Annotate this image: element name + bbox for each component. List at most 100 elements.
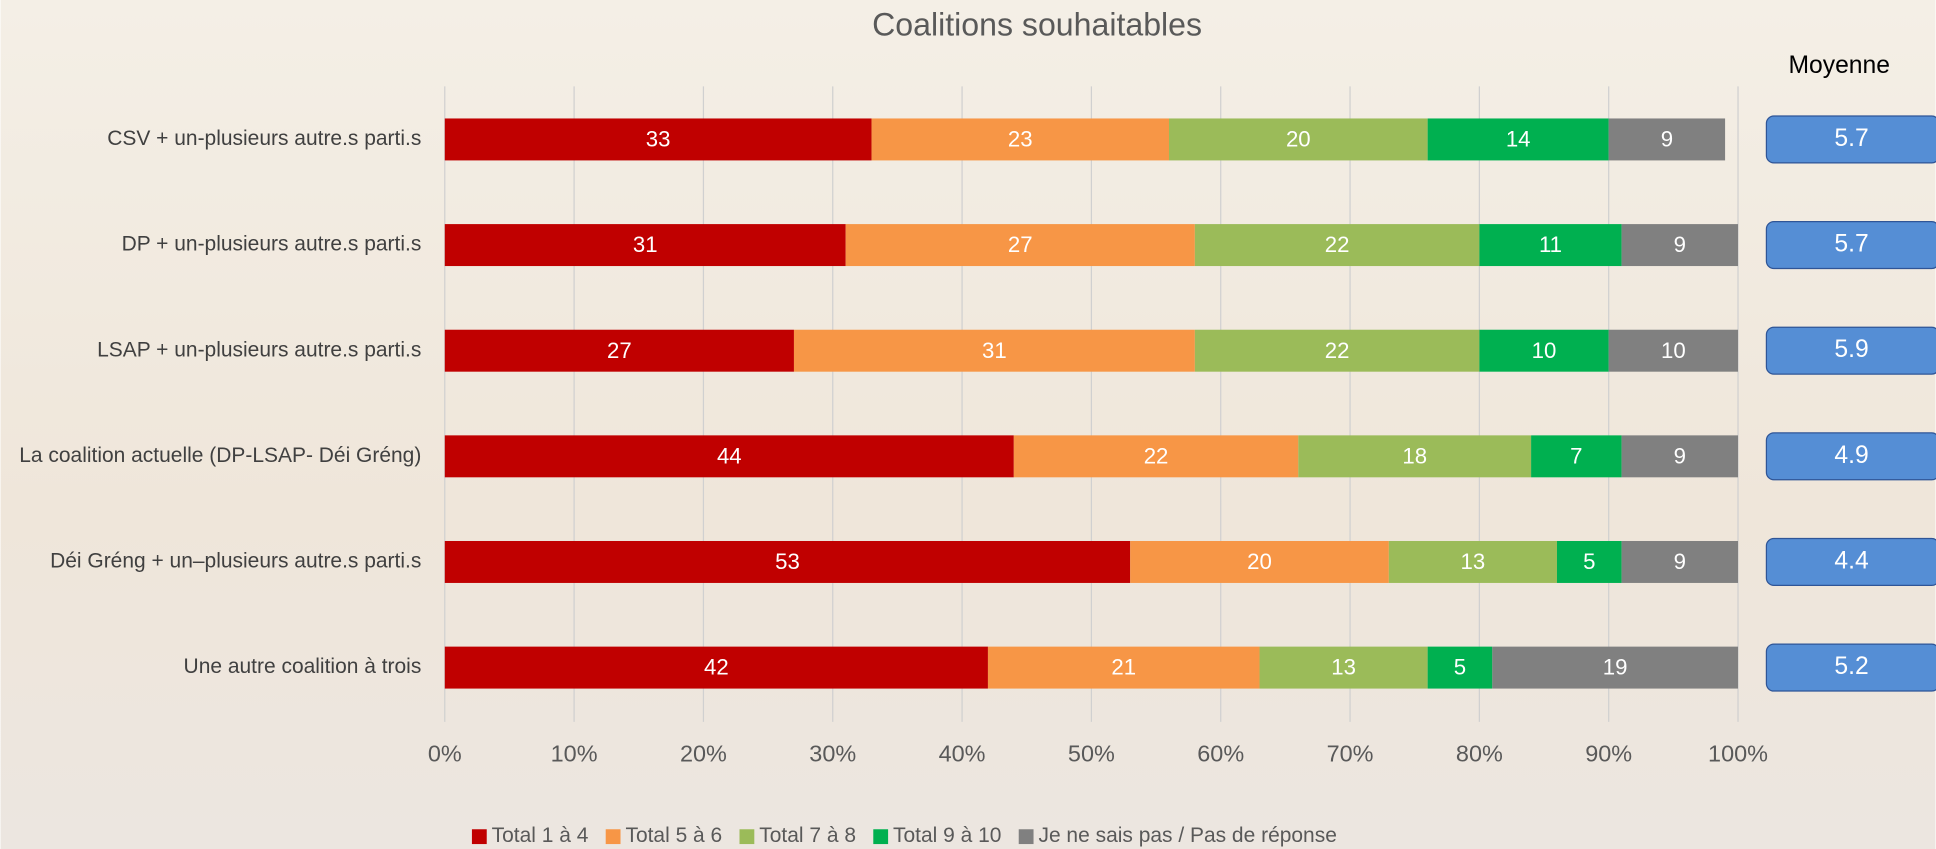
bar-segment [1427, 646, 1493, 689]
x-tick-label: 20% [680, 740, 727, 766]
bar-segment [1479, 329, 1609, 372]
side-value: 5.2 [1834, 653, 1868, 680]
data-label: 44 [717, 443, 742, 468]
data-label: 20 [1247, 549, 1272, 574]
bar-segment [444, 646, 988, 689]
data-label: 22 [1144, 443, 1169, 468]
bar-segment [845, 224, 1195, 267]
bar-segment [1388, 540, 1557, 583]
x-tick-label: 90% [1585, 740, 1632, 766]
side-box [1765, 221, 1936, 270]
x-tick-label: 10% [551, 740, 598, 766]
bar-segment [444, 224, 846, 267]
side-box [1765, 115, 1936, 164]
legend-label: Total 5 à 6 [625, 824, 722, 847]
data-label: 5 [1454, 655, 1466, 680]
data-label: 19 [1603, 655, 1628, 680]
legend-label: Total 1 à 4 [492, 824, 589, 847]
data-label: 31 [982, 338, 1007, 363]
bar-segment [987, 646, 1260, 689]
bar-segment [1013, 435, 1299, 478]
y-tick-label: CSV + un-plusieurs autre.s parti.s [107, 127, 421, 150]
side-box [1765, 537, 1936, 587]
bar-segment [1479, 224, 1622, 267]
x-tick-label: 0% [428, 740, 462, 766]
side-value: 4.4 [1834, 547, 1868, 574]
side-value: 5.7 [1834, 231, 1868, 258]
data-label: 42 [704, 655, 729, 680]
side-value: 5.7 [1834, 125, 1868, 152]
side-value: 5.9 [1834, 336, 1868, 363]
y-tick-label: Déi Gréng + un–plusieurs autre.s parti.s [50, 550, 421, 573]
legend-swatch [605, 829, 621, 845]
bar-segment [793, 329, 1195, 372]
side-box [1765, 643, 1936, 692]
legend-swatch [739, 829, 755, 845]
data-label: 23 [1008, 127, 1033, 152]
data-label: 18 [1402, 443, 1427, 468]
bar-segment [1259, 646, 1428, 689]
data-label: 33 [646, 127, 671, 152]
legend-label: Total 7 à 8 [759, 824, 856, 847]
bar-segment [444, 540, 1131, 583]
legend-label: Total 9 à 10 [893, 824, 1001, 847]
bar-segment [1298, 435, 1532, 478]
bar-segment [1608, 118, 1726, 161]
data-label: 53 [775, 549, 800, 574]
bar-segment [444, 329, 794, 372]
data-label: 10 [1532, 338, 1557, 363]
data-label: 31 [633, 232, 658, 257]
bar-segment [871, 118, 1169, 161]
side-title: Moyenne [1788, 52, 1890, 79]
x-tick-label: 30% [809, 740, 856, 766]
data-label: 9 [1674, 232, 1686, 257]
data-label: 9 [1674, 549, 1686, 574]
bar-segment [1194, 329, 1480, 372]
data-label: 27 [607, 338, 632, 363]
x-tick-label: 50% [1068, 740, 1115, 766]
bar-segment [1194, 224, 1480, 267]
x-tick-label: 100% [1708, 740, 1768, 766]
data-label: 9 [1674, 443, 1686, 468]
data-label: 13 [1461, 549, 1486, 574]
bar-segment [1608, 329, 1739, 372]
data-label: 22 [1325, 232, 1350, 257]
x-tick-label: 80% [1456, 740, 1503, 766]
bar-segment [1492, 646, 1739, 689]
bar-segment [1556, 540, 1622, 583]
legend-swatch [471, 829, 487, 845]
bar-segment [1130, 540, 1389, 583]
y-tick-label: DP + un-plusieurs autre.s parti.s [122, 233, 422, 256]
data-label: 10 [1661, 338, 1686, 363]
y-tick-label: LSAP + un-plusieurs autre.s parti.s [97, 338, 421, 361]
side-box [1765, 432, 1936, 481]
legend-swatch [873, 829, 889, 845]
data-label: 5 [1583, 549, 1595, 574]
bar-segment [1621, 224, 1739, 267]
data-label: 22 [1325, 338, 1350, 363]
data-label: 27 [1008, 232, 1033, 257]
data-label: 14 [1506, 127, 1531, 152]
data-label: 9 [1661, 127, 1673, 152]
bar-segment [1427, 118, 1609, 161]
legend-swatch [1018, 829, 1034, 845]
data-label: 7 [1570, 443, 1582, 468]
data-label: 20 [1286, 127, 1311, 152]
legend-label: Je ne sais pas / Pas de réponse [1038, 824, 1336, 847]
bar-segment [1621, 540, 1739, 583]
data-label: 21 [1111, 655, 1136, 680]
y-tick-label: La coalition actuelle (DP-LSAP- Déi Grén… [19, 444, 421, 467]
data-label: 13 [1331, 655, 1356, 680]
bar-segment [444, 435, 1014, 478]
side-box [1765, 326, 1936, 375]
x-tick-label: 40% [939, 740, 986, 766]
x-tick-label: 70% [1327, 740, 1374, 766]
data-label: 11 [1539, 232, 1562, 257]
side-value: 4.9 [1834, 442, 1868, 469]
bar-segment [1531, 435, 1622, 478]
y-tick-label: Une autre coalition à trois [184, 655, 422, 678]
x-tick-label: 60% [1197, 740, 1244, 766]
bar-segment [444, 118, 872, 161]
